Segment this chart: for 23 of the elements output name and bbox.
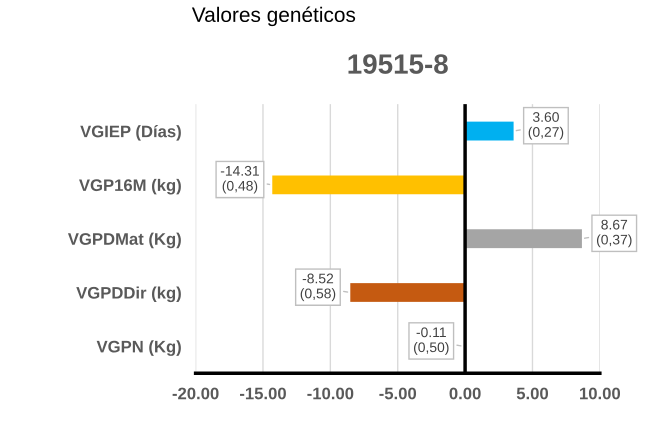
x-tick-label: -20.00 — [172, 388, 219, 400]
x-tick-label: 10.00 — [580, 388, 620, 400]
data-label: 3.60 (0,27) — [528, 112, 564, 140]
data-label: 8.67 (0,37) — [596, 220, 632, 248]
bar — [465, 122, 514, 140]
bar — [350, 283, 466, 302]
x-tick-label: -5.00 — [379, 388, 416, 400]
x-tick-label: -10.00 — [307, 388, 354, 400]
x-tick-label: 5.00 — [516, 388, 548, 400]
x-tick-label: -15.00 — [240, 388, 286, 400]
text: Valores genéticos — [192, 6, 356, 26]
bar — [272, 175, 466, 194]
y-tick-label: VGPDMat (Kg) — [68, 232, 181, 248]
data-label: -0.11 (0,50) — [414, 327, 449, 355]
y-tick-label: VGPN (Kg) — [96, 340, 181, 356]
y-tick-label: VGP16M (kg) — [79, 178, 181, 194]
chart-title: 19515-8 — [348, 54, 448, 74]
bar — [465, 229, 582, 248]
y-tick-label: VGPDDir (kg) — [76, 286, 181, 302]
y-tick-label: VGIEP (Días) — [80, 124, 181, 141]
x-tick-label: 0.00 — [450, 388, 481, 400]
data-label: -8.52 (0,58) — [300, 274, 336, 302]
data-label: -14.31 (0,48) — [220, 166, 259, 194]
